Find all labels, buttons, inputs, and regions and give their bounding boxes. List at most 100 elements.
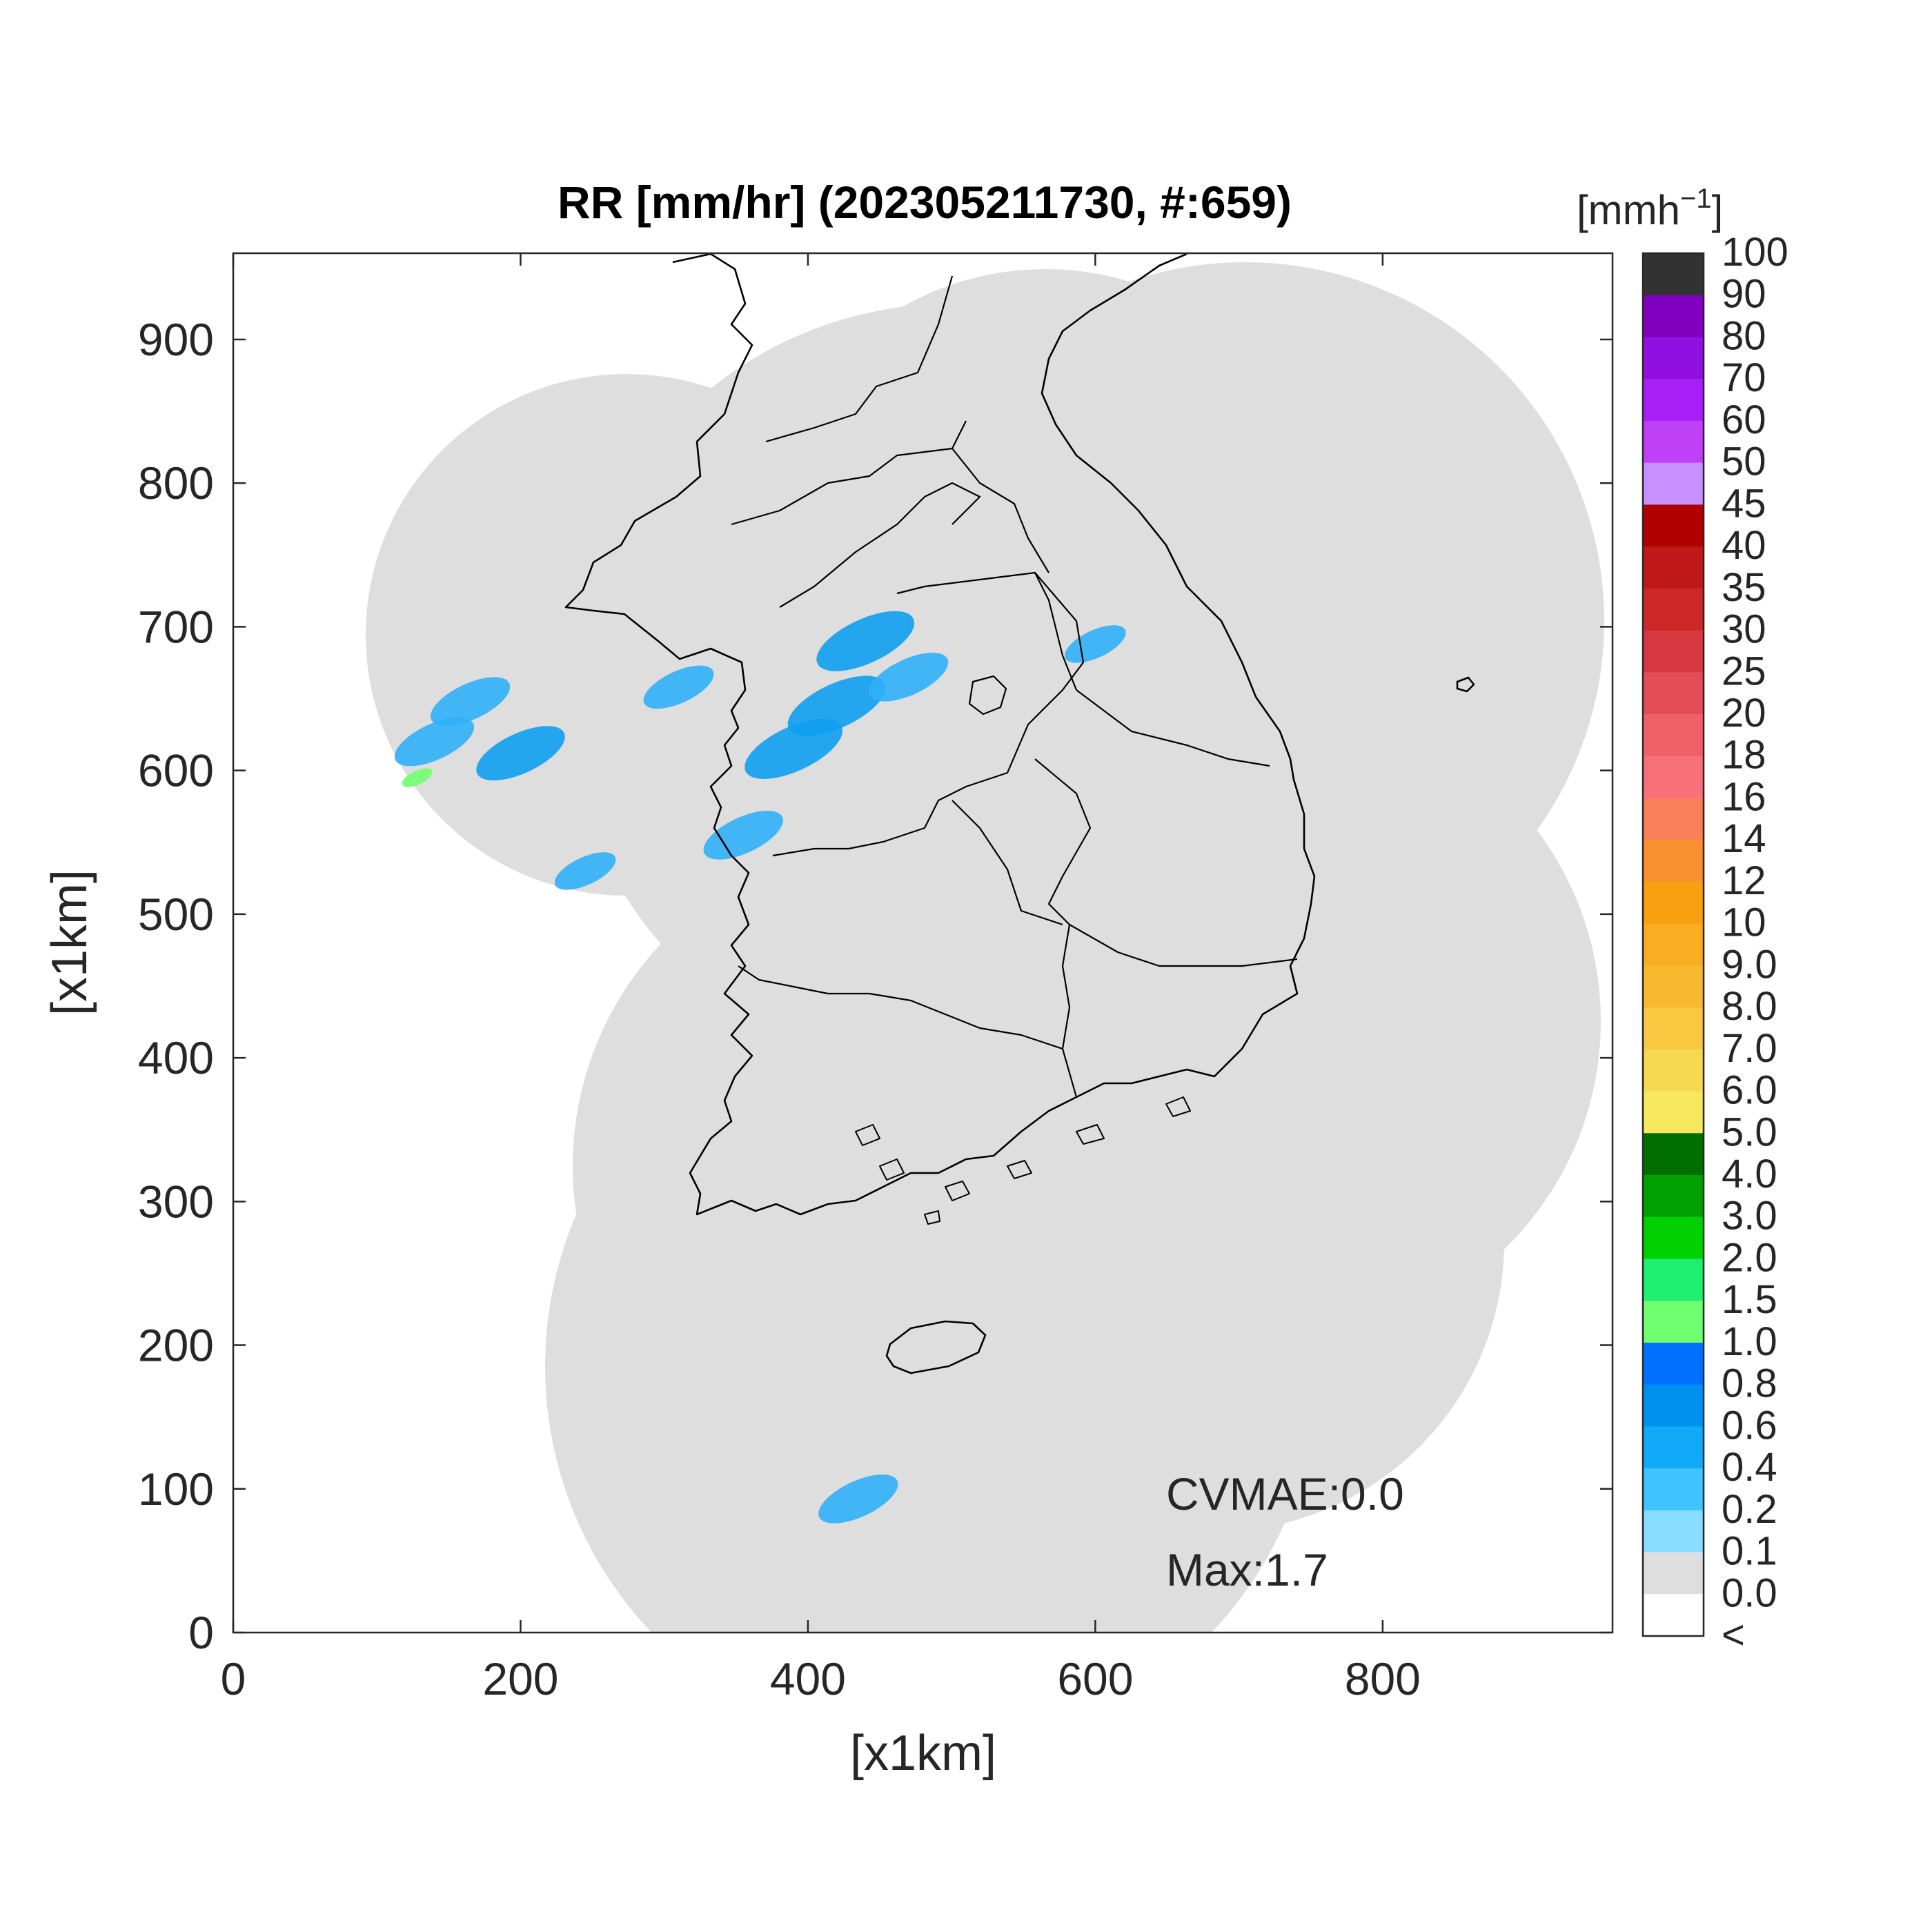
colorbar-band bbox=[1643, 1384, 1704, 1427]
rain-echo bbox=[869, 652, 949, 702]
y-tick-label: 600 bbox=[138, 745, 214, 796]
colorbar-label: 0.2 bbox=[1722, 1487, 1777, 1532]
colorbar-label: 7.0 bbox=[1722, 1026, 1777, 1071]
colorbar-band bbox=[1643, 1091, 1704, 1134]
colorbar-unit-exponent: −1 bbox=[1680, 184, 1712, 214]
colorbar-band bbox=[1643, 1259, 1704, 1301]
colorbar: [mmh−1] 10090807060504540353025201816141… bbox=[1577, 184, 1788, 1657]
colorbar-label: 2.0 bbox=[1722, 1235, 1777, 1280]
colorbar-label: 16 bbox=[1722, 774, 1766, 819]
colorbar-band bbox=[1643, 881, 1704, 925]
colorbar-bands bbox=[1643, 253, 1704, 1637]
colorbar-label: 40 bbox=[1722, 523, 1766, 568]
colorbar-label: 1.5 bbox=[1722, 1277, 1777, 1322]
colorbar-unit-base: [mmh bbox=[1577, 187, 1680, 233]
x-tick-label: 400 bbox=[770, 1653, 846, 1704]
colorbar-band bbox=[1643, 798, 1704, 840]
y-tick-label: 700 bbox=[138, 601, 214, 652]
colorbar-band bbox=[1643, 840, 1704, 883]
colorbar-label: 0.4 bbox=[1722, 1445, 1777, 1490]
colorbar-band bbox=[1643, 714, 1704, 757]
y-axis-label: [x1km] bbox=[42, 869, 97, 1016]
colorbar-band bbox=[1643, 1216, 1704, 1260]
colorbar-label: 5.0 bbox=[1722, 1110, 1777, 1154]
seoul-boundary bbox=[968, 675, 1007, 716]
colorbar-label: 30 bbox=[1722, 607, 1766, 652]
colorbar-band bbox=[1643, 546, 1704, 589]
y-tick-label: 100 bbox=[138, 1463, 214, 1515]
colorbar-band bbox=[1643, 253, 1704, 296]
colorbar-label: 6.0 bbox=[1722, 1068, 1777, 1113]
colorbar-band bbox=[1643, 1426, 1704, 1469]
colorbar-band bbox=[1643, 1342, 1704, 1386]
colorbar-labels: 100908070605045403530252018161412109.08.… bbox=[1722, 230, 1788, 1657]
colorbar-label: 25 bbox=[1722, 649, 1766, 693]
colorbar-unit-label: [mmh−1] bbox=[1577, 184, 1723, 233]
colorbar-band bbox=[1643, 588, 1704, 631]
precipitation-echoes bbox=[394, 611, 1126, 1524]
plot-area: CVMAE:0.0 Max:1.7 bbox=[232, 252, 1614, 1634]
colorbar-frame bbox=[1642, 252, 1705, 1637]
rain-echo bbox=[818, 1474, 898, 1524]
x-axis: 0 200 400 600 800 bbox=[221, 253, 1421, 1704]
y-tick-label: 0 bbox=[188, 1607, 214, 1658]
x-tick-label: 200 bbox=[482, 1653, 558, 1704]
y-tick-label: 800 bbox=[138, 457, 214, 509]
plot-frame bbox=[232, 252, 1614, 1634]
max-annotation: Max:1.7 bbox=[1166, 1544, 1328, 1595]
colorbar-label: 9.0 bbox=[1722, 942, 1777, 987]
y-tick-label: 200 bbox=[138, 1320, 214, 1371]
coverage-fill-center bbox=[724, 759, 1346, 1380]
ulleung-island bbox=[1456, 676, 1475, 693]
colorbar-label: 8.0 bbox=[1722, 984, 1777, 1029]
colorbar-label: 3.0 bbox=[1722, 1194, 1777, 1239]
rain-echo bbox=[643, 665, 714, 709]
colorbar-band bbox=[1643, 379, 1704, 422]
y-tick-label: 400 bbox=[138, 1032, 214, 1083]
colorbar-label: 90 bbox=[1722, 272, 1766, 317]
colorbar-band bbox=[1643, 504, 1704, 547]
coastline-map bbox=[564, 253, 1475, 1374]
y-axis: 0 100 200 300 400 500 600 700 800 900 bbox=[138, 314, 1613, 1658]
colorbar-band bbox=[1643, 1594, 1704, 1637]
colorbar-label: 14 bbox=[1722, 816, 1766, 861]
southern-islands bbox=[855, 1096, 1191, 1225]
rain-echo bbox=[394, 717, 475, 767]
colorbar-band bbox=[1643, 923, 1704, 966]
colorbar-band bbox=[1643, 630, 1704, 673]
chart-title: RR [mm/hr] (202305211730, #:659) bbox=[558, 177, 1292, 228]
colorbar-label: 100 bbox=[1722, 230, 1788, 275]
colorbar-band bbox=[1643, 462, 1704, 505]
colorbar-band bbox=[1643, 1468, 1704, 1511]
colorbar-band bbox=[1643, 1133, 1704, 1176]
colorbar-band bbox=[1643, 672, 1704, 715]
radar-coverage-area bbox=[366, 262, 1604, 1633]
colorbar-label: 45 bbox=[1722, 481, 1766, 526]
colorbar-band bbox=[1643, 1301, 1704, 1343]
colorbar-band bbox=[1643, 337, 1704, 379]
rain-echo bbox=[787, 676, 886, 736]
rain-echo bbox=[703, 810, 783, 860]
colorbar-label: 0.8 bbox=[1722, 1361, 1777, 1406]
colorbar-label: 0.0 bbox=[1722, 1570, 1777, 1615]
colorbar-label: 12 bbox=[1722, 858, 1766, 903]
colorbar-label: 20 bbox=[1722, 691, 1766, 736]
peninsula-outline bbox=[564, 253, 1316, 1216]
cvmae-annotation: CVMAE:0.0 bbox=[1166, 1468, 1404, 1519]
x-axis-label: [x1km] bbox=[850, 1726, 996, 1781]
colorbar-band bbox=[1643, 1049, 1704, 1092]
colorbar-band bbox=[1643, 1007, 1704, 1050]
colorbar-band bbox=[1643, 1552, 1704, 1595]
x-tick-label: 0 bbox=[221, 1653, 246, 1704]
rain-echo bbox=[430, 677, 511, 727]
colorbar-band bbox=[1643, 965, 1704, 1008]
y-tick-label: 300 bbox=[138, 1176, 214, 1227]
colorbar-label: 35 bbox=[1722, 565, 1766, 610]
colorbar-band bbox=[1643, 295, 1704, 338]
colorbar-label: < bbox=[1722, 1613, 1745, 1657]
rain-echo bbox=[816, 611, 915, 671]
colorbar-label: 50 bbox=[1722, 440, 1766, 484]
rain-echo bbox=[554, 852, 616, 890]
colorbar-unit-close: ] bbox=[1712, 187, 1724, 233]
